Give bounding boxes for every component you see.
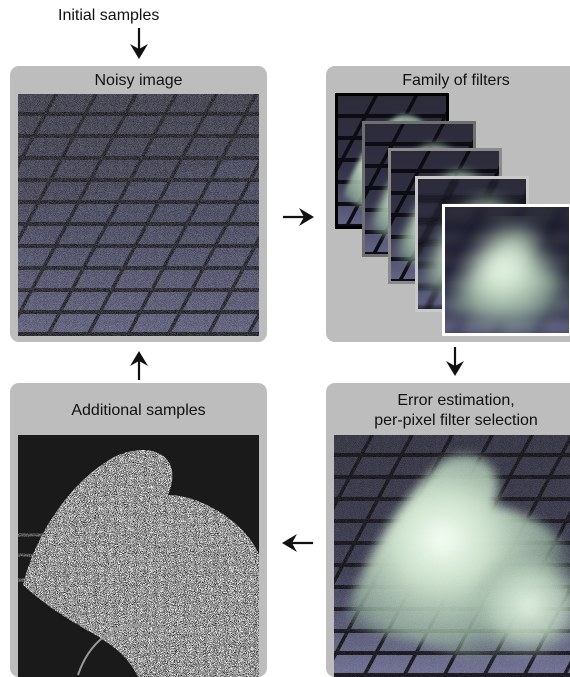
error-estimation-panel: Error estimation, per-pixel filter selec…	[326, 383, 570, 677]
filtered-image	[334, 435, 570, 677]
arrow-up-icon	[130, 350, 148, 385]
additional-samples-image	[18, 435, 259, 677]
arrow-down-icon	[446, 347, 464, 382]
arrow-left-icon	[281, 534, 313, 557]
arrow-right-icon	[283, 208, 315, 231]
arrow-down-icon	[130, 28, 148, 65]
noisy-image-panel: Noisy image	[10, 66, 267, 342]
additional-samples-title: Additional samples	[71, 402, 206, 419]
noisy-image-title: Noisy image	[94, 72, 183, 89]
error-estimation-title-line1: Error estimation,	[397, 392, 515, 409]
noisy-image	[18, 94, 259, 336]
family-of-filters-panel: Family of filters	[326, 66, 570, 342]
initial-samples-label: Initial samples	[58, 7, 160, 24]
error-estimation-title-line2: per-pixel filter selection	[374, 412, 538, 429]
additional-samples-panel: Additional samples	[10, 383, 267, 677]
family-of-filters-title: Family of filters	[402, 72, 510, 89]
filter-layer-5	[442, 204, 570, 336]
